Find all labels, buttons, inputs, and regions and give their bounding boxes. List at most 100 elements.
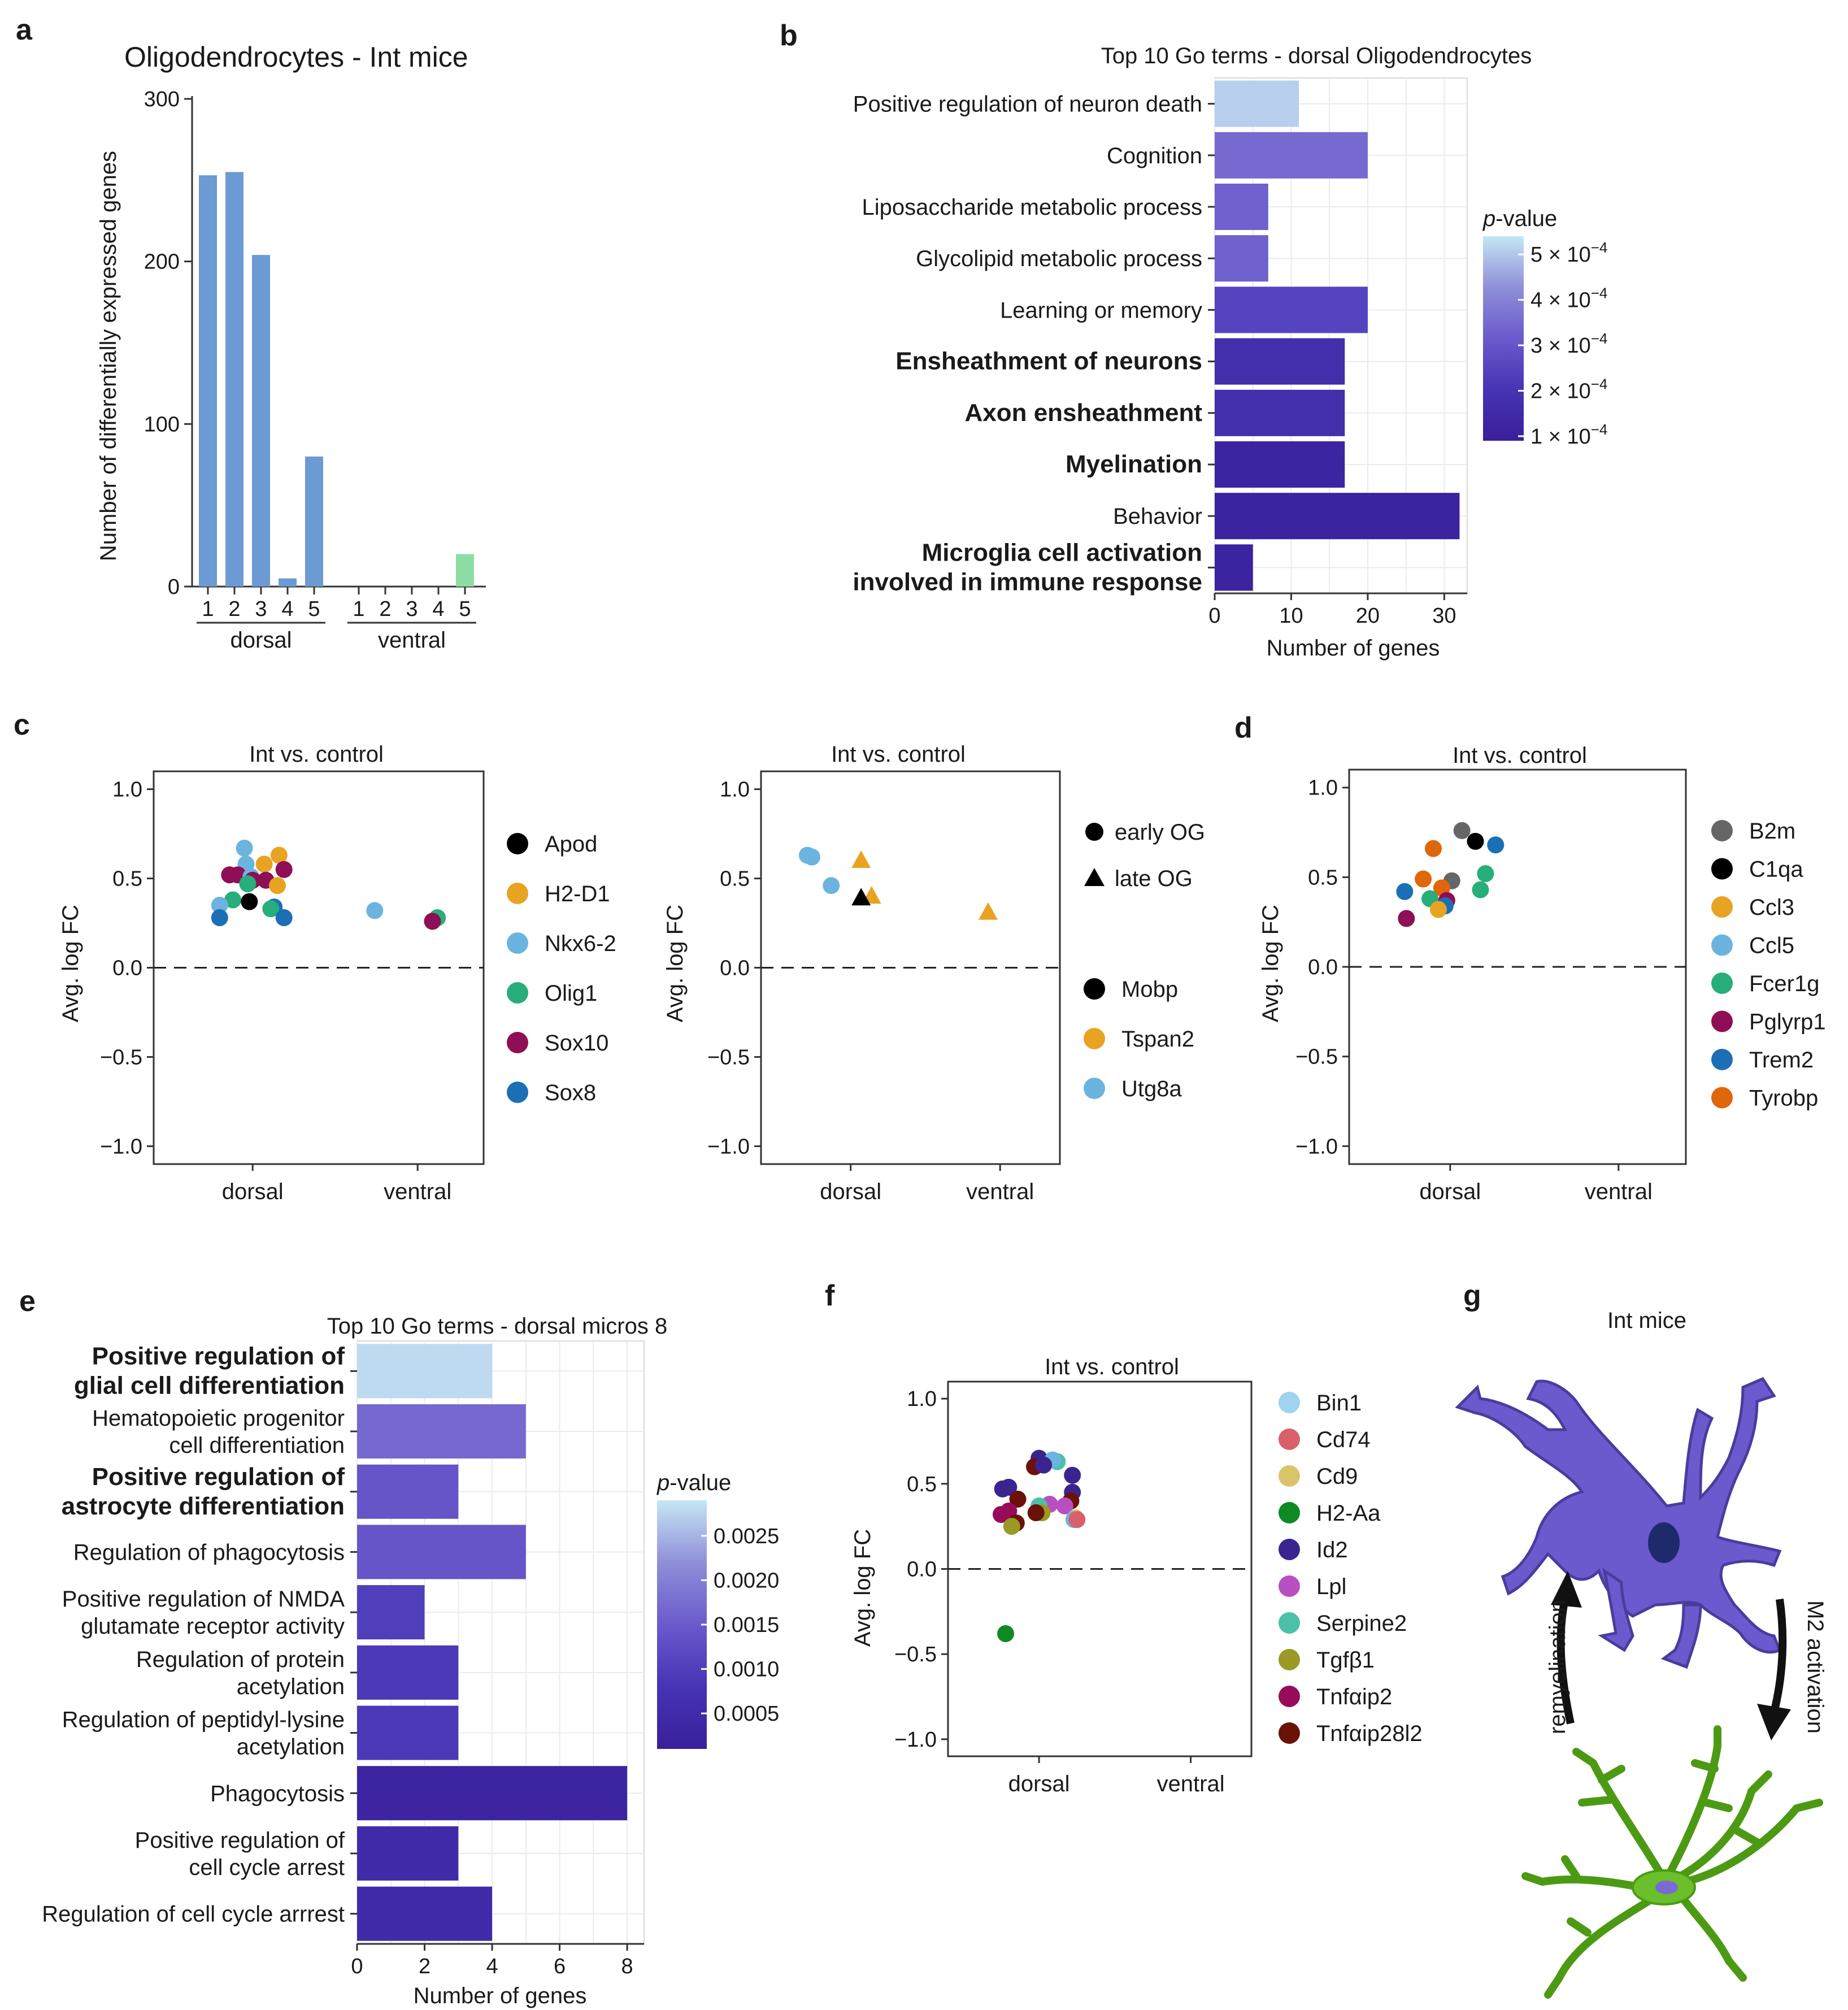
legend-swatch (507, 982, 528, 1004)
xtick-label: ventral (1585, 1179, 1653, 1204)
go-term-label: Learning or memory (1000, 298, 1202, 323)
panel-letter-d: d (1234, 711, 1253, 744)
go-bar (1215, 183, 1268, 231)
ytick-label: −0.5 (1295, 1045, 1338, 1069)
oligodendrocyte-nucleus (1648, 1522, 1680, 1563)
xtick-label: dorsal (1008, 1772, 1070, 1796)
legend-label: Sox10 (545, 1031, 608, 1056)
legend-label: Trem2 (1749, 1048, 1814, 1073)
data-point (255, 856, 273, 873)
go-bar (357, 1464, 459, 1519)
xtick-label: 6 (554, 1955, 566, 1978)
panel-c-scatter-left: Int vs. control Avg. log FC 1.0 0.5 0.0 −0.… (58, 742, 616, 1204)
xtick-label: 0 (351, 1955, 363, 1978)
legend-swatch (1084, 1078, 1105, 1099)
legend-label: Olig1 (545, 981, 597, 1006)
colorbar-title-p: p (656, 1470, 669, 1495)
panel-e-chart: Top 10 Go terms - dorsal micros 8 Positi… (42, 1314, 779, 2008)
xtick-label: 20 (1356, 604, 1380, 628)
xtick-label: 0 (1208, 604, 1220, 628)
data-point (1429, 901, 1447, 918)
panel-a-xtick-label: 1 (202, 597, 214, 621)
go-bar (1215, 441, 1345, 488)
panel-g-title: Int mice (1607, 1308, 1686, 1333)
legend-swatch (1711, 896, 1733, 918)
panel-letter-a: a (16, 14, 33, 46)
xtick-label: 4 (486, 1955, 498, 1978)
go-term-label: Positive regulation of (135, 1828, 345, 1853)
ytick-label: −0.5 (100, 1045, 142, 1069)
panel-a-xtick-label: 5 (308, 597, 320, 621)
go-term-label: Behavior (1113, 504, 1202, 529)
panel-d-scatter: Int vs. control Avg. log FC 1.0 0.5 0.0 −0.… (1258, 743, 1826, 1204)
panel-a-group-label: ventral (378, 628, 446, 653)
colorbar-tick-exponent: −4 (1591, 239, 1608, 256)
remyelination-arrow-head (1551, 1571, 1582, 1608)
ytick-label: 1.0 (1308, 776, 1338, 800)
ytick-label: 0.5 (112, 867, 142, 891)
go-term-label: Myelination (1066, 450, 1202, 478)
panel-a-xtick-label: 3 (406, 597, 418, 621)
go-bar (357, 1826, 459, 1881)
data-point (239, 875, 256, 893)
xtick-label: ventral (384, 1179, 451, 1204)
colorbar-tick-mantissa: 1 × 10 (1530, 425, 1591, 449)
go-bar (357, 1705, 459, 1760)
colorbar-title: p-value (656, 1470, 731, 1495)
panel-a-bar (252, 255, 270, 587)
data-point (1027, 1504, 1045, 1522)
go-term-label: Regulation of peptidyl-lysine (62, 1708, 345, 1733)
data-point (823, 877, 840, 895)
panel-e-title: Top 10 Go terms - dorsal micros 8 (327, 1314, 667, 1339)
go-term-label: Phagocytosis (210, 1781, 345, 1806)
legend-shape-label: early OG (1115, 820, 1205, 845)
panel-letter-f: f (825, 1279, 835, 1312)
legend-swatch (1279, 1575, 1300, 1597)
data-point (269, 877, 286, 895)
legend-label: Ccl3 (1749, 895, 1794, 920)
legend-label: Bin1 (1316, 1391, 1362, 1416)
data-point (1398, 910, 1415, 927)
panel-f-title: Int vs. control (1045, 1355, 1179, 1379)
ytick-label: 1.0 (112, 778, 142, 802)
data-point (1415, 870, 1432, 888)
ytick-label: 1.0 (720, 778, 750, 802)
m2-activation-label: M2 activation (1803, 1600, 1828, 1734)
xtick-label: dorsal (1419, 1179, 1481, 1204)
panel-d-title: Int vs. control (1453, 743, 1587, 768)
legend-shape-circle (1085, 823, 1103, 841)
ytick-label: 0.5 (720, 867, 750, 891)
microglia-nucleus (1655, 1881, 1678, 1894)
legend-swatch (507, 932, 528, 954)
ytick-label: 0.0 (112, 957, 142, 980)
data-point (1396, 883, 1414, 900)
colorbar-tick-label: 0.0010 (714, 1658, 779, 1682)
legend-swatch (507, 1082, 528, 1103)
go-bar (357, 1585, 425, 1640)
panel-a-bar (199, 175, 217, 587)
colorbar-tick-label: 5 × 10−4 (1530, 239, 1607, 267)
data-point (270, 846, 288, 864)
panel-f-scatter: Int vs. control Avg. log FC 1.0 0.5 0.0 −0.… (850, 1355, 1423, 1796)
go-term-label: acetylation (237, 1674, 345, 1699)
legend-label: Lpl (1316, 1574, 1346, 1599)
panel-a-ytick-label: 0 (168, 575, 180, 599)
legend-swatch (1084, 1028, 1105, 1049)
xtick-label: dorsal (222, 1179, 284, 1204)
data-point-triangle (851, 888, 871, 906)
ytick-label: 0.5 (907, 1473, 937, 1496)
panel-a-xtick-label: 4 (432, 597, 444, 621)
go-term-label: glial cell differentiation (74, 1371, 345, 1399)
ytick-label: 0.0 (907, 1558, 937, 1582)
panel-a-xtick-label: 4 (281, 597, 293, 621)
remyelination-label: remyelination (1545, 1600, 1570, 1734)
data-point (424, 913, 441, 930)
legend-label: Pglyrp1 (1749, 1010, 1826, 1035)
legend-swatch (1279, 1465, 1300, 1487)
colorbar-rect (1483, 236, 1524, 441)
legend-swatch (1084, 978, 1105, 1000)
go-bar (1215, 286, 1368, 333)
go-term-label: glutamate receptor activity (81, 1614, 345, 1639)
go-term-label: Regulation of cell cycle arrrest (42, 1902, 345, 1927)
legend-swatch (1711, 973, 1733, 994)
